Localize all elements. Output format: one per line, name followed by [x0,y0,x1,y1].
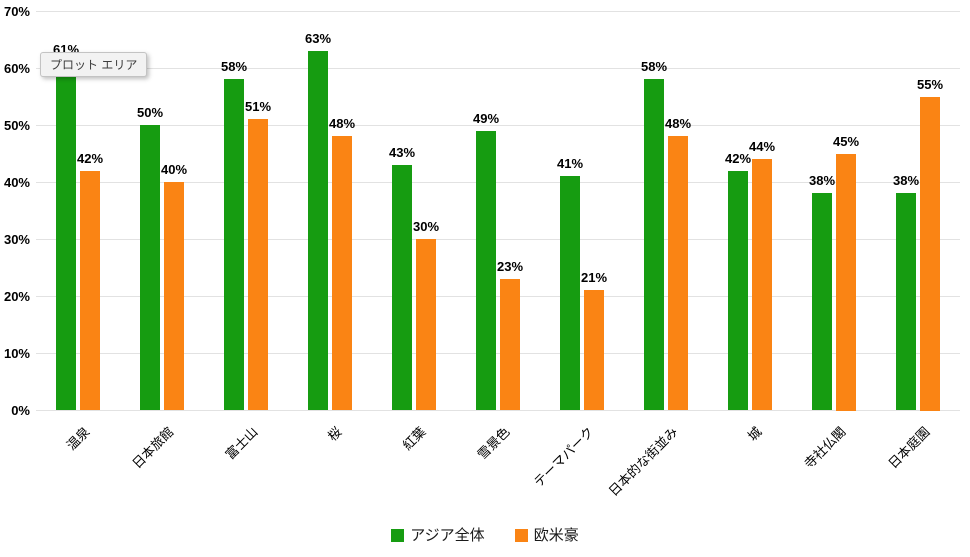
gridline [36,353,960,354]
bar-value-label: 58% [640,59,668,74]
y-axis-tick-label: 60% [3,61,30,76]
y-axis-tick-label: 70% [3,4,30,19]
bar-value-label: 43% [388,145,416,160]
bar[interactable] [248,119,268,410]
x-axis-label: 日本庭園 [885,424,933,472]
y-axis-tick-label: 0% [11,403,30,418]
bar-value-label: 45% [832,134,860,149]
bar-value-label: 23% [496,259,524,274]
bar[interactable] [416,239,436,410]
gridline [36,125,960,126]
bar[interactable] [920,97,940,411]
bar-value-label: 21% [580,270,608,285]
bar[interactable] [584,290,604,410]
bar-value-label: 30% [412,219,440,234]
gridline [36,11,960,12]
bar[interactable] [164,182,184,410]
y-axis-tick-label: 30% [3,232,30,247]
bar-value-label: 42% [76,151,104,166]
x-axis-label: 日本的な街並み [605,424,681,499]
gridline [36,239,960,240]
gridline [36,296,960,297]
x-axis-label: 温泉 [63,424,93,454]
bar-value-label: 38% [892,173,920,188]
bar[interactable] [80,171,100,410]
bar-value-label: 38% [808,173,836,188]
legend-swatch-orange [514,529,528,542]
y-axis-tick-label: 20% [3,289,30,304]
bar[interactable] [644,79,664,410]
plot-area-tooltip: プロット エリア [40,52,148,77]
bar-value-label: 40% [160,162,188,177]
x-axis-label: 日本旅館 [129,424,177,472]
bar[interactable] [836,154,856,411]
x-axis-label: 富士山 [222,424,261,463]
x-axis-label: 紅葉 [399,424,429,454]
x-axis-label: 桜 [324,424,345,444]
bar[interactable] [308,51,328,410]
bar[interactable] [896,193,916,410]
bar[interactable] [140,125,160,410]
bar-value-label: 51% [244,99,272,114]
x-axis-label: 雪景色 [474,424,513,463]
bar[interactable] [728,171,748,410]
gridline [36,68,960,69]
x-axis-label: 寺社仏閣 [801,424,849,472]
bar[interactable] [392,165,412,410]
bar-value-label: 48% [328,116,356,131]
bar-value-label: 58% [220,59,248,74]
bar-value-label: 42% [724,151,752,166]
bar[interactable] [224,79,244,410]
x-axis-label: テーマパーク [530,424,597,490]
x-axis-label: 城 [744,424,765,444]
y-axis-tick-label: 50% [3,118,30,133]
bar-value-label: 44% [748,139,776,154]
bar-value-label: 49% [472,111,500,126]
bar[interactable] [560,176,580,410]
bar[interactable] [332,136,352,410]
y-axis-tick-label: 10% [3,346,30,361]
legend-label: アジア全体 [410,527,485,544]
bar-value-label: 63% [304,31,332,46]
bar[interactable] [500,279,520,410]
bar[interactable] [752,159,772,410]
bar[interactable] [476,131,496,410]
gridline [36,410,960,411]
bar-value-label: 48% [664,116,692,131]
bar[interactable] [56,62,76,410]
bar[interactable] [812,193,832,410]
legend-swatch-green [391,529,405,542]
bar-value-label: 50% [136,105,164,120]
bar-value-label: 41% [556,156,584,171]
legend: アジア全体 欧米豪 [0,527,970,544]
legend-item-series-2[interactable]: 欧米豪 [514,527,579,544]
gridline [36,182,960,183]
y-axis-tick-label: 40% [3,175,30,190]
legend-item-series-1[interactable]: アジア全体 [391,527,485,544]
bar-value-label: 55% [916,77,944,92]
legend-label: 欧米豪 [533,527,579,544]
bar[interactable] [668,136,688,410]
